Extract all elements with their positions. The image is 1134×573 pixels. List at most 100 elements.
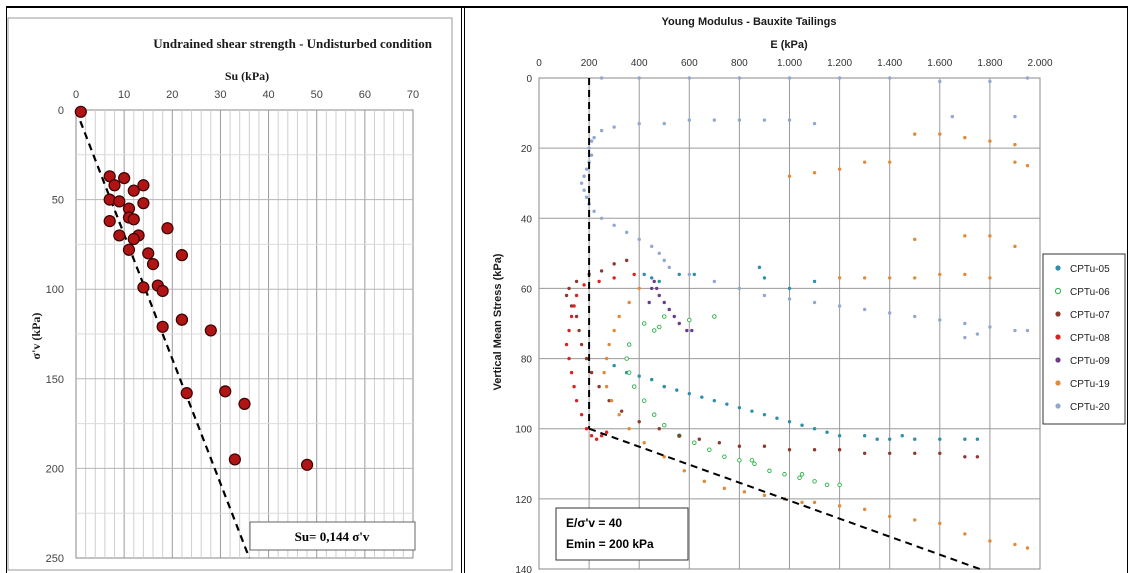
su-data-point xyxy=(204,324,217,337)
e-data-point xyxy=(913,451,917,455)
e-data-point xyxy=(657,251,661,256)
su-data-point xyxy=(175,313,189,326)
e-data-point xyxy=(687,118,691,122)
e-data-point xyxy=(742,490,747,494)
e-data-point xyxy=(617,314,621,319)
e-data-point xyxy=(637,420,641,424)
e-data-point xyxy=(812,500,817,505)
e-legend-marker xyxy=(1055,334,1061,340)
e-x-tick-label: 1.800 xyxy=(977,58,1002,69)
su-chart-title: Undrained shear strength - Undisturbed c… xyxy=(153,36,432,51)
e-data-point xyxy=(797,475,802,481)
e-data-point xyxy=(938,451,942,455)
e-series-cptu-05 xyxy=(612,265,980,441)
e-data-point xyxy=(737,118,742,122)
e-data-point xyxy=(626,370,632,375)
e-data-point xyxy=(687,76,691,80)
su-x-tick-label: 20 xyxy=(166,89,178,101)
e-data-point xyxy=(913,237,917,242)
su-data-point xyxy=(127,184,140,197)
e-data-point xyxy=(582,283,586,287)
e-data-point xyxy=(569,314,574,319)
e-data-point xyxy=(1013,142,1017,147)
su-data-point xyxy=(219,385,232,398)
e-series xyxy=(564,76,1030,550)
e-data-point xyxy=(656,324,662,330)
su-data-point xyxy=(108,179,121,192)
e-data-point xyxy=(667,265,671,270)
e-data-point xyxy=(579,412,584,417)
e-data-point xyxy=(662,384,666,389)
e-data-point xyxy=(574,279,579,284)
e-x-tick-label: 1.000 xyxy=(777,58,802,69)
e-data-point xyxy=(697,437,702,441)
e-data-point xyxy=(752,461,757,467)
e-data-point xyxy=(612,125,616,129)
e-legend-label: CPTu-08 xyxy=(1070,333,1110,344)
su-data-point xyxy=(300,458,314,471)
e-data-point xyxy=(938,318,942,322)
e-data-point xyxy=(662,455,666,459)
e-data-point xyxy=(597,279,601,284)
e-data-point xyxy=(762,276,767,280)
e-data-point xyxy=(582,188,586,192)
su-x-tick-label: 30 xyxy=(214,89,226,101)
e-data-point xyxy=(888,451,892,455)
e-data-point xyxy=(1013,244,1017,249)
e-data-point xyxy=(667,307,671,312)
e-data-point xyxy=(812,479,817,484)
e-data-point xyxy=(762,293,767,298)
e-data-point xyxy=(589,153,594,157)
e-data-point xyxy=(757,265,762,270)
e-x-tick-label: 2.000 xyxy=(1027,58,1052,69)
e-data-point xyxy=(800,423,804,427)
e-x-tick-label: 1.400 xyxy=(877,58,902,69)
e-annotation-line1: E/σ'v = 40 xyxy=(566,516,622,530)
e-data-point xyxy=(963,455,967,459)
e-data-point xyxy=(637,286,641,291)
e-data-point xyxy=(650,276,654,280)
e-data-point xyxy=(737,405,742,410)
e-data-point xyxy=(584,427,589,431)
e-data-point xyxy=(963,272,967,277)
e-legend-items: CPTu-05 CPTu-06 CPTu-07 CPTu-08 CPTu-09 CPTu-… xyxy=(1054,264,1110,413)
e-data-point xyxy=(938,272,942,277)
su-data-point xyxy=(74,105,87,118)
e-data-point xyxy=(687,272,691,277)
e-data-point xyxy=(692,272,697,277)
e-data-point xyxy=(599,216,604,220)
e-data-point xyxy=(700,395,704,399)
e-data-point xyxy=(750,409,754,413)
e-data-point xyxy=(637,374,641,378)
e-data-point xyxy=(1025,546,1030,550)
e-data-point xyxy=(837,76,842,80)
e-chart-title: Young Modulus - Bauxite Tailings xyxy=(662,16,837,28)
su-points xyxy=(74,105,314,471)
su-data-point xyxy=(113,195,126,208)
panel-divider xyxy=(461,6,465,573)
e-data-point xyxy=(687,317,692,323)
e-data-point xyxy=(574,314,579,319)
e-data-point xyxy=(657,293,661,298)
e-data-point xyxy=(574,398,579,403)
su-data-point xyxy=(113,229,126,242)
e-data-point xyxy=(787,174,792,178)
e-data-point xyxy=(624,230,629,235)
e-data-point xyxy=(594,437,599,441)
e-data-point xyxy=(574,293,579,298)
su-data-point xyxy=(122,243,136,256)
e-data-point xyxy=(988,79,992,84)
e-data-point xyxy=(677,272,681,277)
e-data-point xyxy=(1025,163,1030,168)
e-y-ticks: 0 20 40 60 80 100 120 140 xyxy=(515,74,532,573)
e-data-point xyxy=(787,286,792,291)
e-data-point xyxy=(737,444,742,448)
e-data-point xyxy=(647,300,651,305)
e-data-point xyxy=(717,441,722,445)
su-x-tick-label: 0 xyxy=(73,89,79,101)
e-data-point xyxy=(599,269,604,273)
e-data-point xyxy=(627,300,631,305)
e-data-point xyxy=(975,455,980,459)
su-x-tick-label: 60 xyxy=(359,89,371,101)
